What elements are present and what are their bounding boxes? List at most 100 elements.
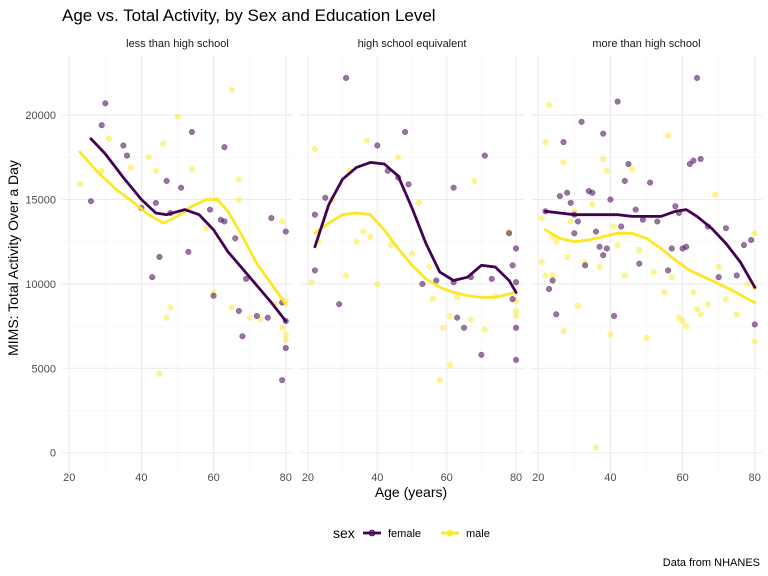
point-female: [322, 194, 329, 201]
point-female: [282, 345, 289, 352]
point-female: [618, 223, 625, 230]
point-female: [513, 356, 520, 363]
x-axis-label: Age (years): [375, 484, 447, 500]
point-female: [553, 311, 560, 318]
point-female: [185, 248, 192, 255]
point-male: [603, 167, 610, 174]
point-male: [343, 272, 350, 279]
point-female: [740, 242, 747, 249]
point-female: [654, 218, 661, 225]
point-female: [600, 130, 607, 137]
point-male: [279, 324, 286, 331]
point-male: [621, 272, 628, 279]
y-axis-label: MIMS: Total Activity Over a Day: [5, 160, 21, 356]
point-male: [353, 238, 360, 245]
point-male: [77, 181, 84, 188]
strip-label: more than high school: [592, 38, 700, 50]
point-male: [560, 159, 567, 166]
point-female: [715, 274, 722, 281]
point-male: [589, 201, 596, 208]
point-female: [621, 177, 628, 184]
point-male: [546, 101, 553, 108]
point-female: [243, 275, 250, 282]
point-male: [650, 269, 657, 276]
point-male: [467, 316, 474, 323]
point-female: [690, 157, 697, 164]
point-male: [538, 215, 545, 222]
point-male: [722, 296, 729, 303]
point-male: [308, 279, 315, 286]
point-female: [102, 100, 109, 107]
point-male: [538, 258, 545, 265]
panel-1: less than high school 20 40 60 80: [62, 38, 293, 484]
y-tick-label: 10000: [25, 279, 56, 291]
point-female: [611, 312, 618, 319]
x-tick-label: 60: [441, 472, 453, 484]
x-tick-label: 40: [135, 472, 147, 484]
smooth-line-female: [313, 161, 518, 294]
point-female: [239, 333, 246, 340]
point-female: [232, 235, 239, 242]
point-male: [683, 323, 690, 330]
point-male: [145, 154, 152, 161]
point-male: [409, 250, 416, 257]
panel-3: more than high school 20 40 60 80: [531, 38, 762, 484]
point-male: [611, 223, 618, 230]
point-male: [363, 137, 370, 144]
point-female: [751, 321, 758, 328]
point-female: [253, 312, 260, 319]
point-male: [374, 280, 381, 287]
point-male: [481, 326, 488, 333]
smooth-line-male: [78, 150, 288, 306]
point-male: [661, 289, 668, 296]
point-female: [683, 243, 690, 250]
point-female: [546, 285, 553, 292]
x-tick-label: 80: [280, 472, 292, 484]
point-female: [98, 122, 105, 129]
point-female: [311, 267, 318, 274]
point-female: [636, 260, 643, 267]
point-male: [440, 324, 447, 331]
point-male: [636, 247, 643, 254]
point-male: [592, 444, 599, 451]
point-female: [210, 292, 217, 299]
point-female: [178, 184, 185, 191]
point-male: [513, 307, 520, 314]
point-female: [206, 206, 213, 213]
point-female: [149, 274, 156, 281]
point-female: [488, 275, 495, 282]
smooth-line-male: [313, 211, 518, 299]
point-male: [203, 225, 210, 232]
point-male: [160, 140, 167, 147]
legend-label: female: [388, 528, 421, 540]
point-female: [506, 230, 513, 237]
smooth-line-female: [89, 137, 288, 323]
point-male: [712, 191, 719, 198]
point-female: [567, 199, 574, 206]
point-female: [156, 253, 163, 260]
point-female: [513, 324, 520, 331]
x-tick-label: 20: [63, 472, 75, 484]
caption: Data from NHANES: [663, 557, 760, 569]
point-male: [751, 230, 758, 237]
point-male: [395, 154, 402, 161]
point-female: [311, 211, 318, 218]
point-female: [607, 196, 614, 203]
y-axis: 0 5000 10000 15000 20000: [25, 110, 56, 460]
point-male: [694, 306, 701, 313]
legend-item-male: male: [441, 528, 490, 540]
point-female: [592, 228, 599, 235]
point-male: [600, 155, 607, 162]
point-female: [478, 351, 485, 358]
x-tick-label: 80: [510, 472, 522, 484]
point-male: [549, 272, 556, 279]
point-female: [625, 161, 632, 168]
point-female: [405, 181, 412, 188]
point-male: [574, 302, 581, 309]
point-female: [87, 198, 94, 205]
point-female: [600, 252, 607, 259]
point-female: [454, 314, 461, 321]
point-male: [429, 296, 436, 303]
point-male: [163, 314, 170, 321]
